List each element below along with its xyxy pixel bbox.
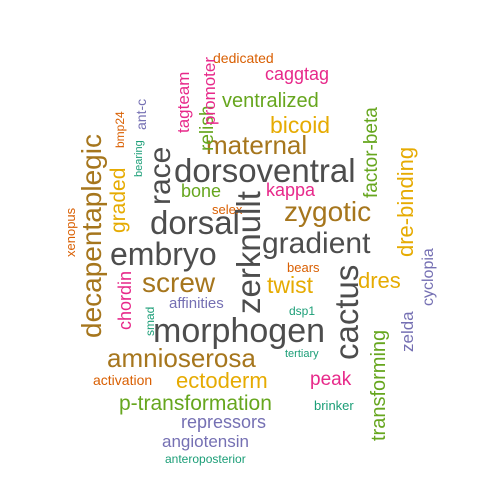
word-promoter: promoter	[200, 56, 219, 125]
word-ventralized: ventralized	[222, 90, 319, 112]
word-smad: smad	[143, 306, 157, 336]
word-activation: activation	[93, 372, 153, 388]
word-twist: twist	[267, 272, 313, 298]
word-bears: bears	[287, 260, 320, 275]
word-dorsal: dorsal	[150, 204, 240, 241]
word-gradient: gradient	[262, 227, 371, 260]
word-cactus: cactus	[328, 264, 365, 360]
word-ant-c: ant-c	[133, 98, 149, 130]
word-bone: bone	[181, 181, 222, 201]
word-race: race	[144, 146, 177, 205]
word-angiotensin: angiotensin	[162, 432, 249, 451]
word-xenopus: xenopus	[63, 207, 78, 257]
word-graded: graded	[107, 167, 130, 233]
word-zygotic: zygotic	[284, 196, 372, 227]
word-affinities: affinities	[169, 295, 224, 312]
word-bearing: bearing	[133, 140, 145, 177]
word-kappa: kappa	[266, 180, 316, 200]
word-chordin: chordin	[115, 270, 135, 330]
word-repressors: repressors	[181, 412, 267, 432]
word-amnioserosa: amnioserosa	[107, 343, 256, 373]
word-factor-beta: factor-beta	[361, 107, 382, 198]
word-tertiary: tertiary	[285, 348, 319, 360]
word-dedicated: dedicated	[213, 50, 274, 66]
word-brinker: brinker	[314, 398, 354, 413]
word-cyclopia: cyclopia	[420, 248, 437, 306]
word-bicoid: bicoid	[270, 112, 331, 138]
word-transforming: transforming	[368, 329, 390, 441]
word-dre-binding: dre-binding	[393, 146, 418, 257]
word-screw: screw	[142, 267, 216, 298]
word-dsp1: dsp1	[289, 304, 316, 318]
word-bmp24: bmp24	[113, 111, 127, 148]
word-peak: peak	[310, 369, 352, 390]
word-p-transformation: p-transformation	[119, 392, 272, 415]
word-maternal: maternal	[206, 130, 308, 160]
word-selex: selex	[212, 202, 243, 217]
word-decapentaplegic: decapentaplegic	[76, 134, 107, 338]
word-embryo: embryo	[110, 236, 217, 272]
word-anteroposterior: anteroposterior	[165, 452, 246, 466]
word-dres: dres	[358, 268, 401, 293]
word-dorsoventral: dorsoventral	[174, 152, 356, 189]
word-tagteam: tagteam	[174, 71, 193, 133]
word-morphogen: morphogen	[153, 312, 326, 350]
word-caggtag: caggtag	[265, 64, 330, 84]
word-zelda: zelda	[398, 311, 417, 352]
word-ectoderm: ectoderm	[176, 368, 268, 393]
word-zerknullt: zerknullt	[230, 191, 267, 314]
